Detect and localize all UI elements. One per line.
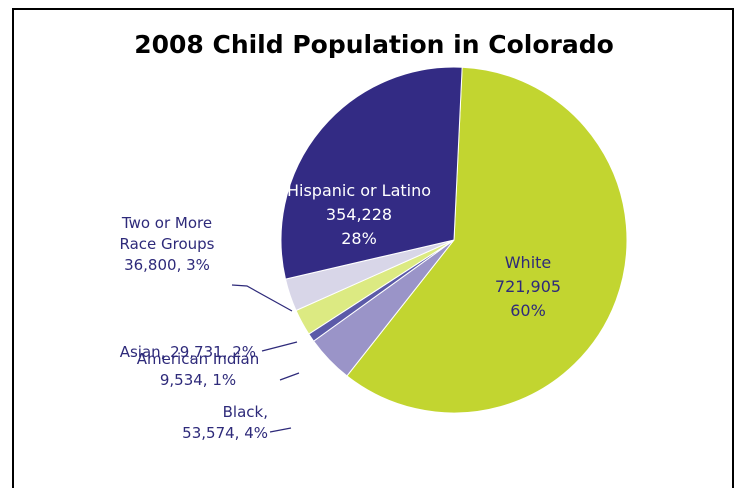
label-black: Black, 53,574, 4% (182, 403, 268, 442)
label-american-indian-line-1: American Indian (137, 350, 259, 368)
label-two-or-more-race-groups-line-3: 36,800, 3% (124, 256, 210, 274)
label-hispanic-or-latino-line-2: 354,228 (326, 205, 392, 224)
label-black-line-1: Black, (223, 403, 268, 421)
chart-title: 2008 Child Population in Colorado (134, 30, 614, 59)
leader-line-asian (261, 341, 298, 352)
leader-line-black (269, 427, 292, 433)
label-black-line-2: 53,574, 4% (182, 424, 268, 442)
label-white-line-3: 60% (510, 301, 546, 320)
label-hispanic-or-latino-line-3: 28% (341, 229, 377, 248)
label-hispanic-or-latino-line-1: Hispanic or Latino (287, 181, 431, 200)
label-two-or-more-race-groups-line-2: Race Groups (119, 235, 214, 253)
label-asian: Asian, 29,731, 2% (120, 343, 256, 361)
label-asian-line-1: Asian, 29,731, 2% (120, 343, 256, 361)
label-american-indian: American Indian 9,534, 1% (137, 350, 259, 389)
leader-line-american-indian (279, 372, 300, 381)
label-two-or-more-race-groups-line-1: Two or More (121, 214, 212, 232)
label-american-indian-line-2: 9,534, 1% (160, 371, 236, 389)
label-hispanic-or-latino: Hispanic or Latino 354,228 28% (287, 181, 431, 248)
label-white: White 721,905 60% (495, 253, 561, 320)
label-two-or-more-race-groups: Two or More Race Groups 36,800, 3% (119, 214, 214, 274)
label-white-line-1: White (505, 253, 552, 272)
slice-white (346, 66, 628, 414)
slice-hispanic-or-latino (280, 66, 463, 280)
label-white-line-2: 721,905 (495, 277, 561, 296)
leader-line-two-or-more-race-groups (231, 284, 293, 312)
